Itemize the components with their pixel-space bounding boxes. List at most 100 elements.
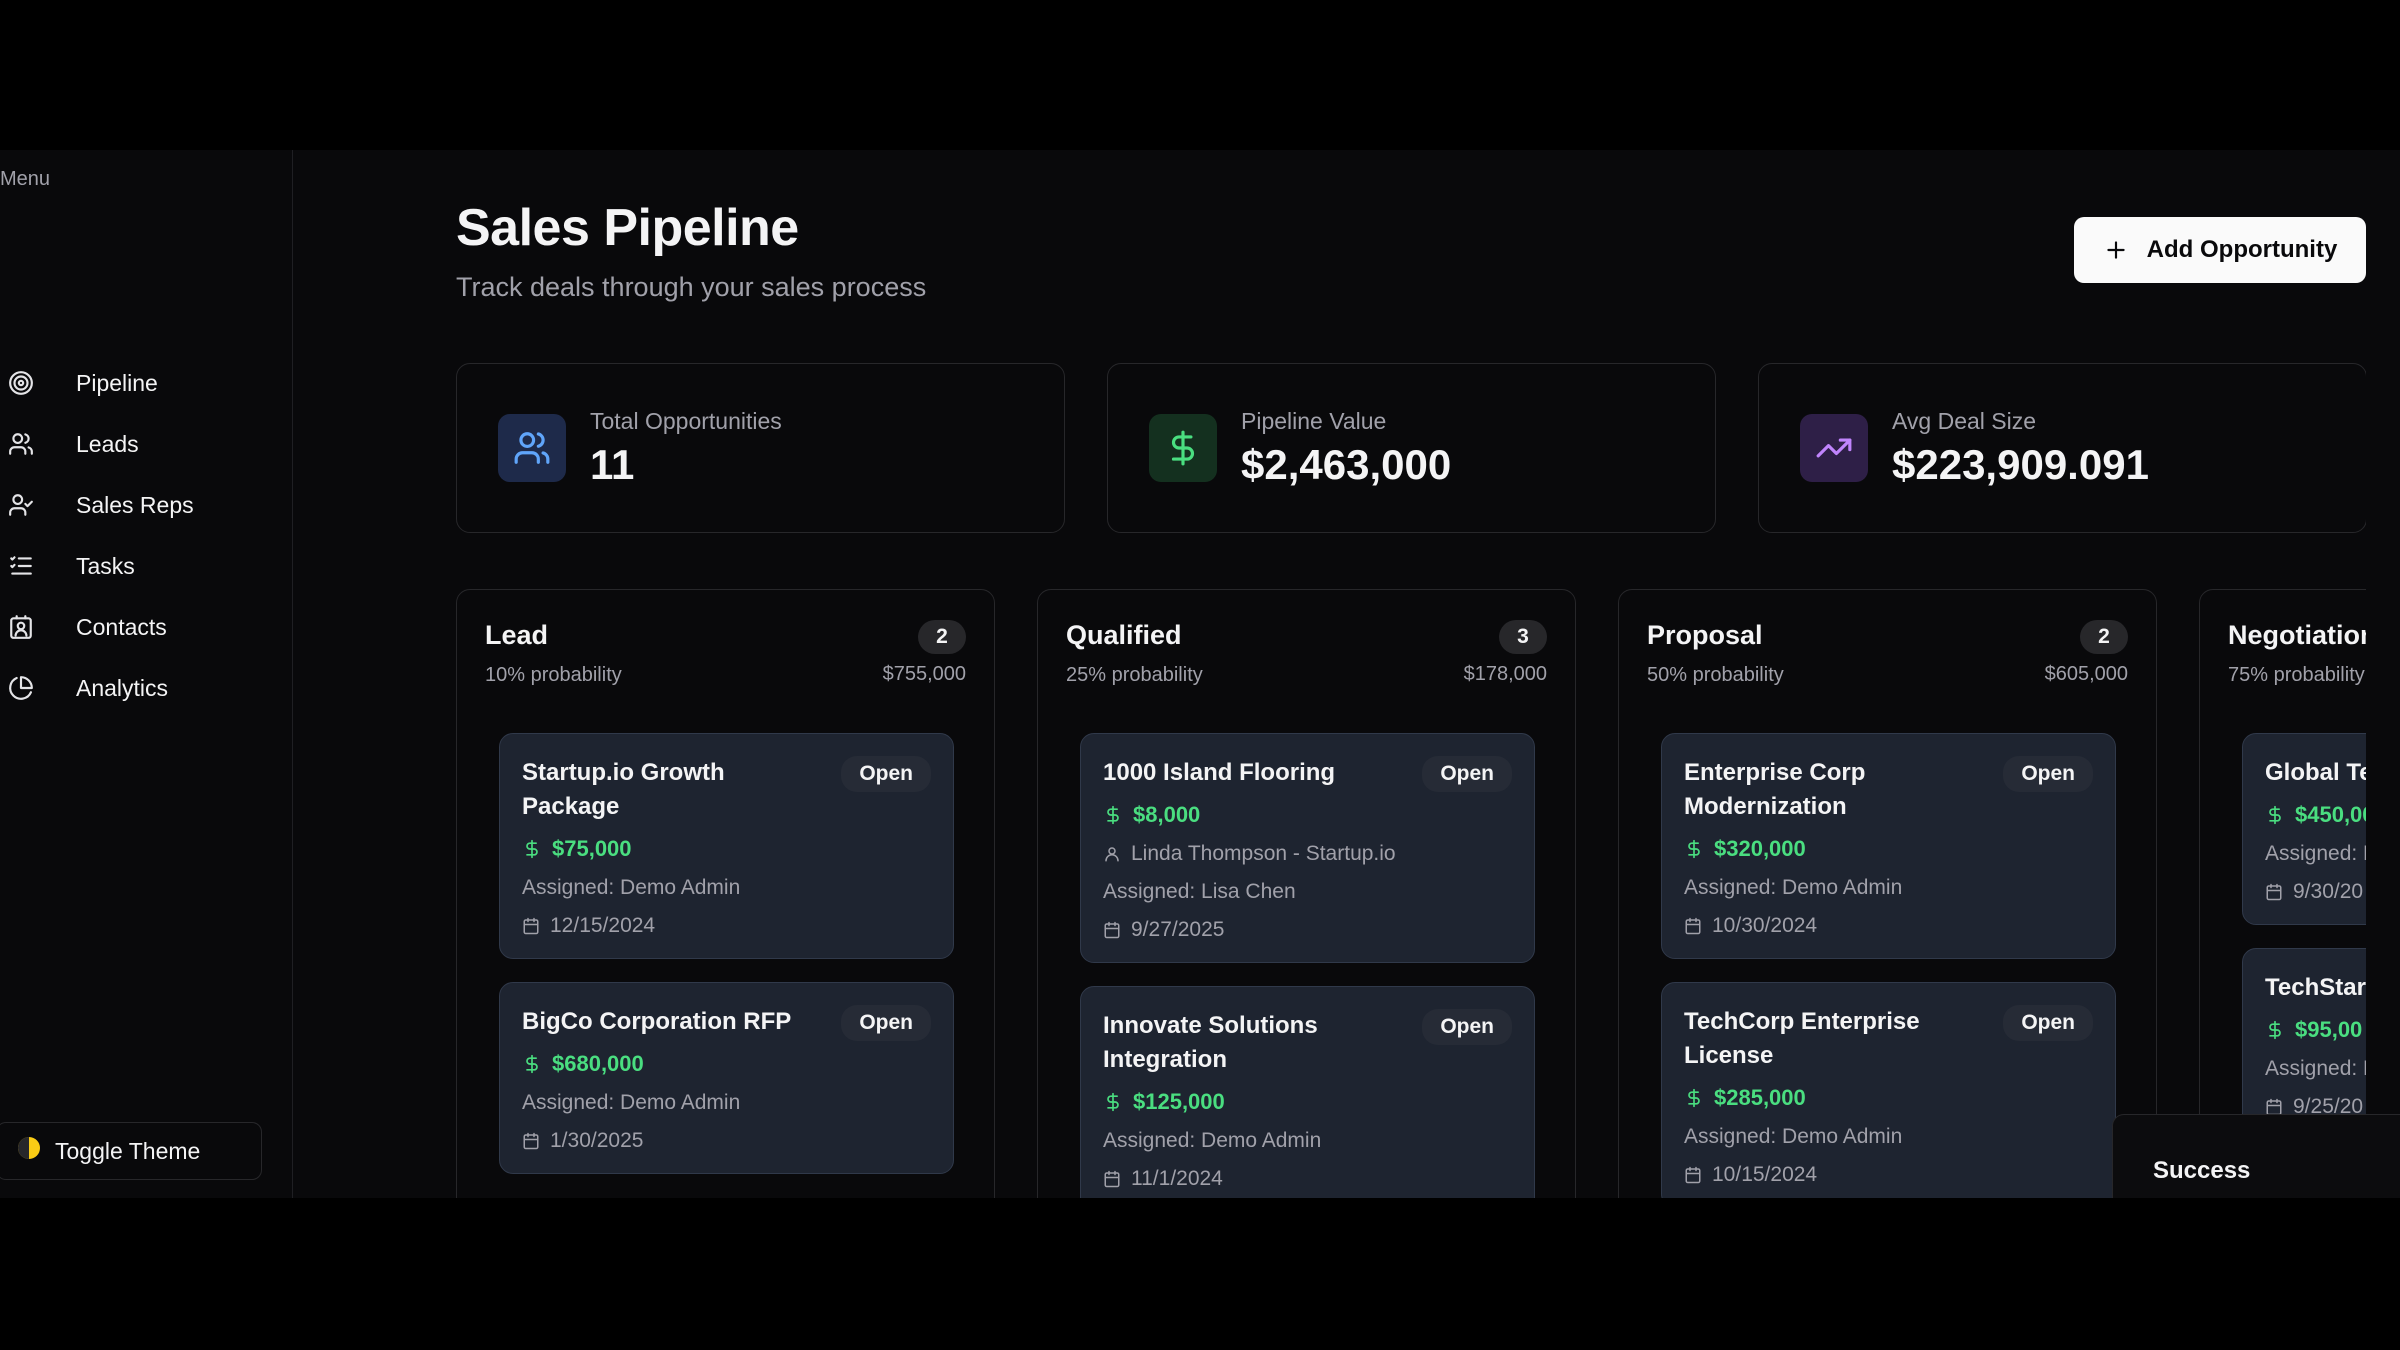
deal-date: 9/30/20	[2293, 880, 2364, 903]
nav-label: Sales Reps	[76, 491, 194, 518]
deal-date: 12/15/2024	[550, 914, 656, 937]
deal-status: Open	[1422, 756, 1512, 792]
menu-heading: Menu	[0, 168, 51, 190]
column-name: Qualified	[1066, 620, 1182, 650]
icon	[1815, 429, 1853, 467]
stat-value: 11	[590, 440, 635, 488]
nav-item[interactable]: Tasks	[0, 544, 135, 588]
deal-title: TechCorp Enterprise License	[1684, 1008, 1920, 1069]
column-probability: 10% probability	[485, 664, 622, 686]
deal-date-row: 9/30/20	[2265, 880, 2366, 904]
add-button[interactable]: Add Opportunity	[2074, 217, 2366, 283]
deal-assigned: Assigned: Demo Admin	[522, 876, 741, 899]
icon	[1103, 845, 1121, 863]
column-name: Lead	[485, 620, 549, 650]
deal-card[interactable]: 1000 Island Flooring Open $8,000 Linda Thom…	[1080, 733, 1535, 963]
deal-status: Open	[2003, 756, 2093, 792]
icon	[1103, 921, 1121, 939]
nav-item[interactable]: Analytics	[0, 666, 168, 710]
deal-date: 10/15/2024	[1712, 1163, 1818, 1186]
toast: Success	[2112, 1114, 2400, 1198]
deal-amount: $680,000	[552, 1051, 644, 1076]
toggle-theme[interactable]: Toggle Theme	[0, 1122, 262, 1180]
nav-item[interactable]: Pipeline	[0, 361, 158, 405]
deal-assigned: Assigned: Demo Admin	[1684, 1125, 1903, 1148]
deal-amount: $125,000	[1133, 1089, 1225, 1114]
nav-item[interactable]: Leads	[0, 422, 139, 466]
nav-item[interactable]: Contacts	[0, 605, 167, 649]
deal-date-row: 12/15/2024	[522, 914, 931, 938]
icon	[1684, 917, 1702, 935]
icon	[4, 675, 54, 701]
deal-amount-row: $95,00	[2265, 1017, 2366, 1043]
column-count: 2	[2080, 620, 2128, 654]
deal-card[interactable]: Startup.io Growth Package Open $75,000 Assi…	[499, 733, 954, 959]
nav-item[interactable]: Sales Reps	[0, 483, 194, 527]
deal-amount: $95,00	[2295, 1017, 2363, 1042]
deal-card[interactable]: BigCo Corporation RFP Open $680,000 Assigne…	[499, 982, 954, 1174]
deal-title: BigCo Corporation RFP	[522, 1008, 792, 1035]
icon	[4, 431, 54, 457]
icon	[1164, 429, 1202, 467]
deal-contact-row: Linda Thompson - Startup.io	[1103, 842, 1512, 866]
icon	[522, 839, 542, 859]
stat-text: Pipeline Value $2,463,000	[1241, 408, 1451, 489]
column-total: $178,000	[1463, 663, 1547, 685]
page-title: Sales Pipeline	[456, 199, 799, 257]
nav-label: Tasks	[76, 552, 135, 579]
theme-icon	[17, 1136, 41, 1166]
deal-amount-row: $75,000	[522, 836, 931, 862]
deal-date: 1/30/2025	[550, 1129, 644, 1152]
deal-amount: $320,000	[1714, 836, 1806, 861]
deal-card[interactable]: TechCorp Enterprise License Open $285,000 A…	[1661, 982, 2116, 1198]
deal-amount: $450,00	[2295, 802, 2366, 827]
stat-icon	[1800, 414, 1868, 482]
deal-title: TechStart Tools	[2265, 974, 2366, 1001]
deal-card[interactable]: Global Te $450,00 Assigned: D 9/30/20	[2242, 733, 2366, 925]
deal-title: Global Te	[2265, 759, 2366, 786]
icon	[4, 553, 54, 579]
deal-card[interactable]: TechStart Tools $95,00 Assigned: D 9/25/20	[2242, 948, 2366, 1140]
deal-card[interactable]: Enterprise Corp Modernization Open $320,00…	[1661, 733, 2116, 959]
deal-status: Open	[1422, 1009, 1512, 1045]
deal-date-row: 11/1/2024	[1103, 1167, 1512, 1191]
stat-card: Total Opportunities 11	[456, 363, 1065, 533]
deal-status: Open	[841, 1005, 931, 1041]
deal-status: Open	[2003, 1005, 2093, 1041]
deal-amount-row: $8,000	[1103, 802, 1512, 828]
deal-assigned: Assigned: Demo Admin	[1684, 876, 1903, 899]
icon	[2265, 1020, 2285, 1040]
column-count: 3	[1499, 620, 1547, 654]
card-list: Global Te $450,00 Assigned: D 9/30/20 TechSt…	[2242, 733, 2366, 1140]
deal-card[interactable]: Innovate Solutions Integration Open $125,0…	[1080, 986, 1535, 1198]
stat-card: Avg Deal Size $223,909.091	[1758, 363, 2366, 533]
deal-amount: $75,000	[552, 836, 632, 861]
deal-date-row: 10/30/2024	[1684, 914, 2093, 938]
stat-icon	[498, 414, 566, 482]
card-list: Enterprise Corp Modernization Open $320,00…	[1661, 733, 2116, 1198]
deal-amount-row: $680,000	[522, 1051, 931, 1077]
sidebar: Menu Pipeline Leads Sales Reps Tasks Contacts…	[0, 150, 293, 1198]
deal-date-row: 1/30/2025	[522, 1129, 931, 1153]
column-name: Negotiation	[2228, 620, 2366, 650]
stat-value: $2,463,000	[1241, 440, 1452, 488]
icon	[1684, 1166, 1702, 1184]
stat-label: Pipeline Value	[1241, 407, 1387, 434]
icon	[4, 492, 54, 518]
stat-text: Avg Deal Size $223,909.091	[1892, 408, 2149, 489]
deal-assigned: Assigned: Lisa Chen	[1103, 880, 1296, 903]
stat-value: $223,909.091	[1892, 440, 2149, 488]
deal-date-row: 10/15/2024	[1684, 1163, 2093, 1187]
icon	[1103, 805, 1123, 825]
deal-title: 1000 Island Flooring	[1103, 759, 1336, 786]
icon	[522, 917, 540, 935]
nav-label: Pipeline	[76, 369, 158, 396]
deal-amount: $8,000	[1133, 802, 1201, 827]
deal-amount: $285,000	[1714, 1085, 1806, 1110]
stat-card: Pipeline Value $2,463,000	[1107, 363, 1716, 533]
deal-contact: Linda Thompson - Startup.io	[1131, 842, 1396, 865]
deal-assigned: Assigned: Demo Admin	[1103, 1129, 1322, 1152]
deal-date: 9/25/20	[2293, 1095, 2364, 1118]
column-count: 2	[918, 620, 966, 654]
